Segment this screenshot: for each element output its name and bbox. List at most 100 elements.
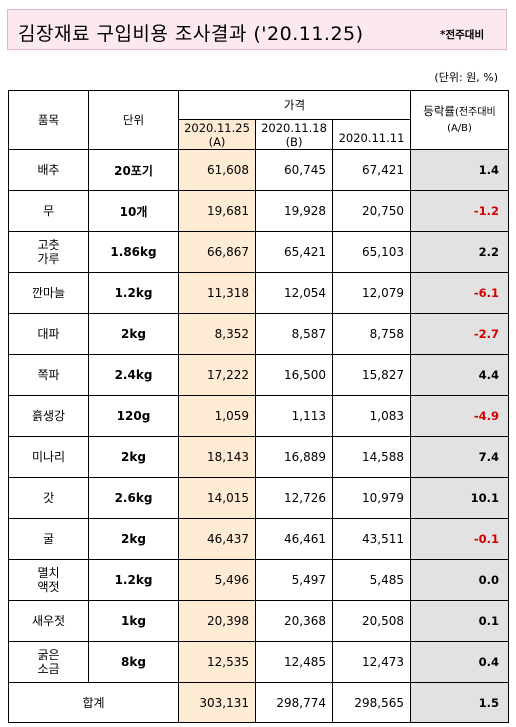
price-older: 65,103 — [332, 231, 411, 273]
price-previous: 12,485 — [255, 641, 333, 683]
table-row: 굴 2kg 46,437 46,461 43,511 -0.1 — [8, 518, 509, 560]
header-row: 품목 단위 가격 등락률(전주대비 (A/B) — [8, 90, 509, 150]
price-older: 20,750 — [332, 190, 411, 232]
price-current: 8,352 — [178, 313, 256, 355]
page-title: 김장재료 구입비용 조사결과 ('20.11.25) — [18, 23, 364, 45]
change-rate: -0.1 — [410, 518, 509, 560]
header-rate-note: (전주대비 — [455, 107, 496, 118]
table-row: 새우젓 1kg 20,398 20,368 20,508 0.1 — [8, 600, 509, 642]
item-name-line: 배추 — [37, 163, 60, 177]
price-previous: 19,928 — [255, 190, 333, 232]
header-prev-date: 2020.11.18 (B) — [255, 119, 333, 150]
item-name-line: 소금 — [37, 662, 60, 676]
price-previous: 8,587 — [255, 313, 333, 355]
table-row: 쪽파 2.4kg 17,222 16,500 15,827 4.4 — [8, 354, 509, 396]
price-previous: 5,497 — [255, 559, 333, 601]
price-previous: 46,461 — [255, 518, 333, 560]
item-name-line: 가루 — [37, 252, 60, 266]
total-rate: 1.5 — [410, 682, 509, 723]
table-row: 무 10개 19,681 19,928 20,750 -1.2 — [8, 190, 509, 232]
header-rate-label: 등락률 — [423, 104, 456, 118]
item-unit: 2.4kg — [88, 354, 179, 396]
item-unit: 1.2kg — [88, 559, 179, 601]
total-label: 합계 — [8, 682, 179, 723]
price-current: 1,059 — [178, 395, 256, 437]
price-current: 61,608 — [178, 149, 256, 191]
price-older: 5,485 — [332, 559, 411, 601]
item-name-line: 깐마늘 — [31, 286, 66, 300]
change-rate: 7.4 — [410, 436, 509, 478]
price-previous: 12,726 — [255, 477, 333, 519]
title-note: *전주대비 — [440, 29, 485, 41]
price-older: 1,083 — [332, 395, 411, 437]
item-name: 흙생강 — [8, 395, 89, 437]
item-name: 굵은 소금 — [8, 641, 89, 683]
item-name-line: 고춧 — [37, 238, 60, 252]
change-rate: 4.4 — [410, 354, 509, 396]
price-previous: 1,113 — [255, 395, 333, 437]
title-banner: 김장재료 구입비용 조사결과 ('20.11.25) *전주대비 — [7, 9, 507, 50]
price-previous: 20,368 — [255, 600, 333, 642]
header-rate-tag: (A/B) — [447, 123, 472, 134]
item-name-line: 갓 — [42, 491, 55, 505]
price-older: 14,588 — [332, 436, 411, 478]
header-old-date: 2020.11.11 — [332, 119, 411, 150]
header-unit: 단위 — [88, 90, 179, 150]
item-unit: 120g — [88, 395, 179, 437]
item-name-line: 새우젓 — [31, 614, 66, 628]
item-unit: 1kg — [88, 600, 179, 642]
item-name-line: 무 — [42, 204, 55, 218]
price-previous: 16,889 — [255, 436, 333, 478]
price-current: 20,398 — [178, 600, 256, 642]
item-name-line: 굴 — [42, 532, 55, 546]
table-row: 깐마늘 1.2kg 11,318 12,054 12,079 -6.1 — [8, 272, 509, 314]
price-previous: 65,421 — [255, 231, 333, 273]
price-older: 43,511 — [332, 518, 411, 560]
item-name-line: 미나리 — [31, 450, 66, 464]
total-current: 303,131 — [178, 682, 256, 723]
header-curr-date-label: 2020.11.25 — [184, 120, 250, 135]
price-previous: 60,745 — [255, 149, 333, 191]
price-current: 66,867 — [178, 231, 256, 273]
change-rate: -2.7 — [410, 313, 509, 355]
unit-note: (단위: 원, %) — [434, 71, 498, 84]
item-name-line: 멸치 — [37, 566, 60, 580]
price-older: 67,421 — [332, 149, 411, 191]
header-item: 품목 — [8, 90, 89, 150]
price-table: 품목 단위 가격 등락률(전주대비 (A/B) 2020.11.25 (A) 2… — [8, 90, 509, 723]
total-row: 합계 303,131 298,774 298,565 1.5 — [8, 682, 509, 723]
price-older: 15,827 — [332, 354, 411, 396]
change-rate: 2.2 — [410, 231, 509, 273]
price-current: 17,222 — [178, 354, 256, 396]
change-rate: 1.4 — [410, 149, 509, 191]
price-older: 10,979 — [332, 477, 411, 519]
price-current: 5,496 — [178, 559, 256, 601]
table-row: 미나리 2kg 18,143 16,889 14,588 7.4 — [8, 436, 509, 478]
total-older: 298,565 — [332, 682, 411, 723]
price-older: 8,758 — [332, 313, 411, 355]
item-name: 미나리 — [8, 436, 89, 478]
item-name-line: 흙생강 — [31, 409, 66, 423]
price-current: 12,535 — [178, 641, 256, 683]
item-unit: 10개 — [88, 190, 179, 232]
header-curr-date: 2020.11.25 (A) — [178, 119, 256, 150]
header-prev-tag: (B) — [285, 134, 303, 149]
header-prev-date-label: 2020.11.18 — [261, 120, 327, 135]
item-name: 무 — [8, 190, 89, 232]
price-previous: 12,054 — [255, 272, 333, 314]
item-unit: 2kg — [88, 518, 179, 560]
table-row: 멸치 액젓 1.2kg 5,496 5,497 5,485 0.0 — [8, 559, 509, 601]
price-current: 19,681 — [178, 190, 256, 232]
table-row: 고춧 가루 1.86kg 66,867 65,421 65,103 2.2 — [8, 231, 509, 273]
total-previous: 298,774 — [255, 682, 333, 723]
change-rate: 0.4 — [410, 641, 509, 683]
item-name: 고춧 가루 — [8, 231, 89, 273]
price-current: 14,015 — [178, 477, 256, 519]
change-rate: -4.9 — [410, 395, 509, 437]
price-older: 12,473 — [332, 641, 411, 683]
price-older: 20,508 — [332, 600, 411, 642]
item-name-line: 쪽파 — [37, 368, 60, 382]
item-unit: 1.2kg — [88, 272, 179, 314]
header-curr-tag: (A) — [208, 134, 226, 149]
item-name: 굴 — [8, 518, 89, 560]
